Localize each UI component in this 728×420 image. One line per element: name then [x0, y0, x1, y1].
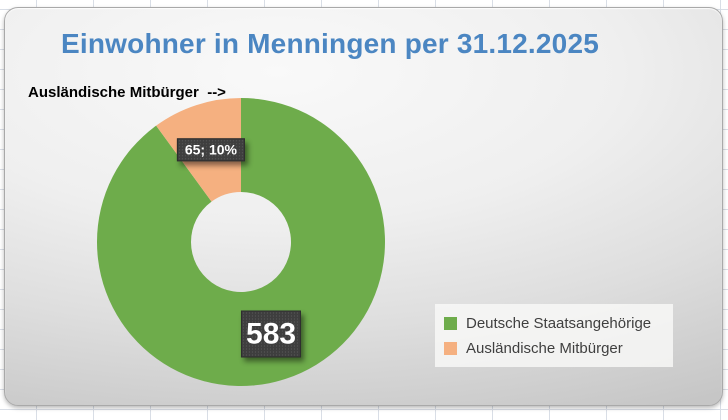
- data-label-deutsche[interactable]: 583: [241, 310, 302, 358]
- chart-area[interactable]: Einwohner in Menningen per 31.12.2025 Au…: [4, 7, 723, 406]
- chart-title[interactable]: Einwohner in Menningen per 31.12.2025: [61, 28, 599, 59]
- legend-label-deutsche: Deutsche Staatsangehörige: [466, 314, 652, 332]
- data-label-auslaendische[interactable]: 65; 10%: [176, 138, 245, 162]
- donut-slice-0[interactable]: [96, 98, 385, 386]
- legend-swatch-orange-icon: [444, 341, 457, 355]
- legend[interactable]: Deutsche Staatsangehörige Ausländische M…: [435, 304, 673, 367]
- legend-item-deutsche[interactable]: Deutsche Staatsangehörige: [444, 315, 673, 332]
- legend-item-auslaendische[interactable]: Ausländische Mitbürger: [444, 340, 673, 357]
- legend-swatch-green-icon: [444, 316, 457, 330]
- legend-label-auslaendische: Ausländische Mitbürger: [466, 339, 623, 357]
- annotation-auslaendische-arrow[interactable]: Ausländische Mitbürger -->: [28, 84, 226, 101]
